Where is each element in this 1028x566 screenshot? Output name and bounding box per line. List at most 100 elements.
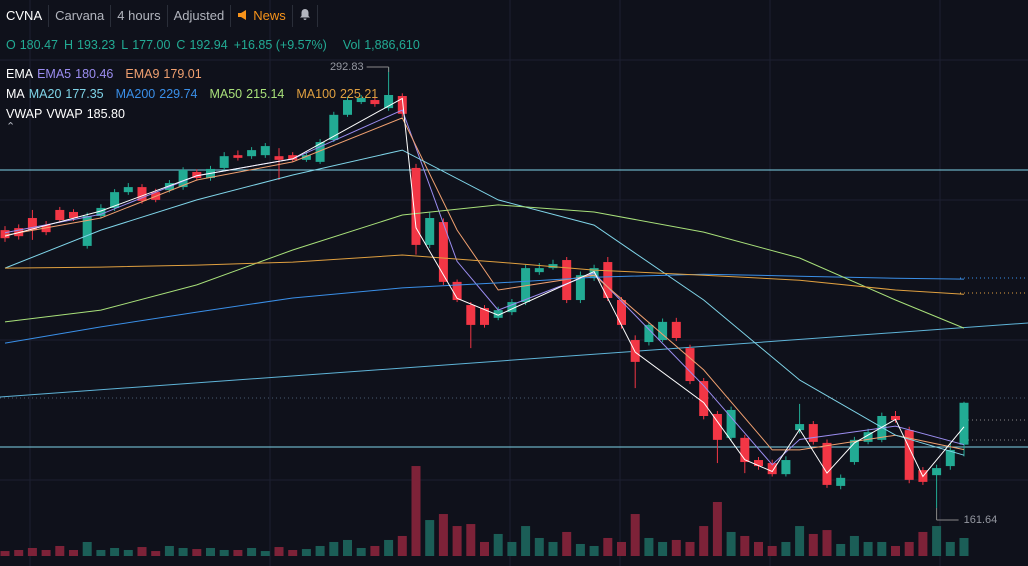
indicator-row[interactable]: VWAP VWAP 185.80 <box>6 107 137 121</box>
candle-body <box>904 430 914 480</box>
ohlc-legend: O 180.47 H 193.23 L 177.00 C 192.94 +16.85 (+9.5… <box>6 38 426 52</box>
ohlc-value: 192.94 <box>189 38 228 52</box>
candle-body <box>425 218 435 245</box>
candle-body <box>534 268 544 273</box>
ohlc-value: 193.23 <box>77 38 116 52</box>
volume-bar <box>712 502 722 556</box>
volume-bar <box>82 541 92 556</box>
volume-bar <box>438 514 448 556</box>
candle-body <box>562 260 572 301</box>
candle-body <box>192 171 202 179</box>
volume-bar <box>55 545 65 556</box>
ohlc-label: H <box>63 38 73 52</box>
volume-bar <box>27 547 37 556</box>
volume-bar <box>384 539 394 556</box>
volume-bar <box>493 533 503 556</box>
candle-body <box>0 230 10 239</box>
candle-body <box>219 156 229 168</box>
volume-bar <box>370 545 380 556</box>
candle-body <box>466 305 476 325</box>
candle-body <box>438 222 448 282</box>
volume-bar <box>411 466 421 556</box>
volume-bar <box>603 537 613 556</box>
candle-body <box>712 413 722 440</box>
candle-body <box>849 439 859 463</box>
indicator-name: VWAP <box>46 107 83 121</box>
candle-body <box>767 463 777 475</box>
candle-body <box>671 321 681 339</box>
candle-body <box>658 321 668 341</box>
news-button[interactable]: News <box>231 5 293 27</box>
candle-body <box>685 348 695 382</box>
volume-bar <box>767 545 777 556</box>
volume-bar <box>247 547 257 556</box>
indicator-line <box>4 109 965 466</box>
volume-bar <box>301 549 311 556</box>
volume-bar <box>658 541 668 556</box>
volume-bar <box>849 535 859 556</box>
candle-body <box>548 264 558 269</box>
candle-body <box>740 437 750 463</box>
candle-body <box>301 155 311 160</box>
candle-body <box>178 169 188 188</box>
volume-bar <box>151 551 161 556</box>
interval[interactable]: 4 hours <box>111 5 168 27</box>
candle-body <box>329 114 339 141</box>
candle-body <box>932 468 942 476</box>
volume-bar <box>397 535 407 556</box>
indicator-value: 229.74 <box>159 87 198 101</box>
collapse-toggle[interactable]: ⌃ <box>6 121 16 133</box>
volume-bar <box>754 541 763 556</box>
volume-bar <box>575 543 585 556</box>
indicator-line <box>4 273 965 344</box>
volume-bar <box>562 531 572 556</box>
candle-body <box>411 167 421 245</box>
candle-body <box>603 262 613 299</box>
adjustment[interactable]: Adjusted <box>168 5 232 27</box>
alert-button[interactable] <box>293 5 318 27</box>
ohlc-label: L <box>121 38 129 52</box>
candle-body <box>754 460 763 467</box>
volume-bar <box>219 549 229 556</box>
company-name: Carvana <box>49 5 112 27</box>
candle-body <box>356 98 366 103</box>
candle-body <box>315 142 325 162</box>
volume-bar <box>425 520 435 556</box>
candle-body <box>836 477 846 486</box>
volume-bar <box>945 541 955 556</box>
volume-value: 1,886,610 <box>364 38 420 52</box>
candle-body <box>397 96 407 114</box>
volume-bar <box>630 514 640 556</box>
volume-bar <box>233 549 243 556</box>
candle-body <box>233 155 243 158</box>
indicator-name: MA100 <box>296 87 336 101</box>
volume-bar <box>356 547 366 556</box>
candle-body <box>260 146 270 156</box>
indicator-group: EMA <box>6 67 34 81</box>
indicator-row[interactable]: MA MA20 177.35 MA200 229.74 MA50 215.14 MA100 22… <box>6 87 390 101</box>
volume-bar <box>822 530 832 556</box>
candle-body <box>343 100 352 115</box>
candle-body <box>452 281 462 301</box>
candle-body <box>959 402 969 445</box>
volume-bar <box>164 545 174 556</box>
news-label: News <box>253 8 286 23</box>
indicator-line <box>4 149 965 456</box>
indicator-group: VWAP <box>6 107 43 121</box>
volume-bar <box>329 541 339 556</box>
toolbar: CVNA Carvana 4 hours Adjusted News <box>0 5 318 27</box>
indicator-name: MA200 <box>115 87 156 101</box>
symbol[interactable]: CVNA <box>0 5 50 27</box>
candle-body <box>123 187 133 193</box>
volume-bar <box>14 549 24 556</box>
indicator-value: 177.35 <box>65 87 104 101</box>
volume-label: Vol <box>342 38 361 52</box>
volume-bar <box>781 541 791 556</box>
ohlc-value: 180.47 <box>19 38 58 52</box>
candle-body <box>384 94 394 109</box>
volume-bar <box>288 549 298 556</box>
candle-body <box>726 409 736 438</box>
volume-bar <box>699 526 709 556</box>
candle-body <box>945 449 955 467</box>
indicator-row[interactable]: EMA EMA5 180.46 EMA9 179.01 <box>6 67 214 81</box>
